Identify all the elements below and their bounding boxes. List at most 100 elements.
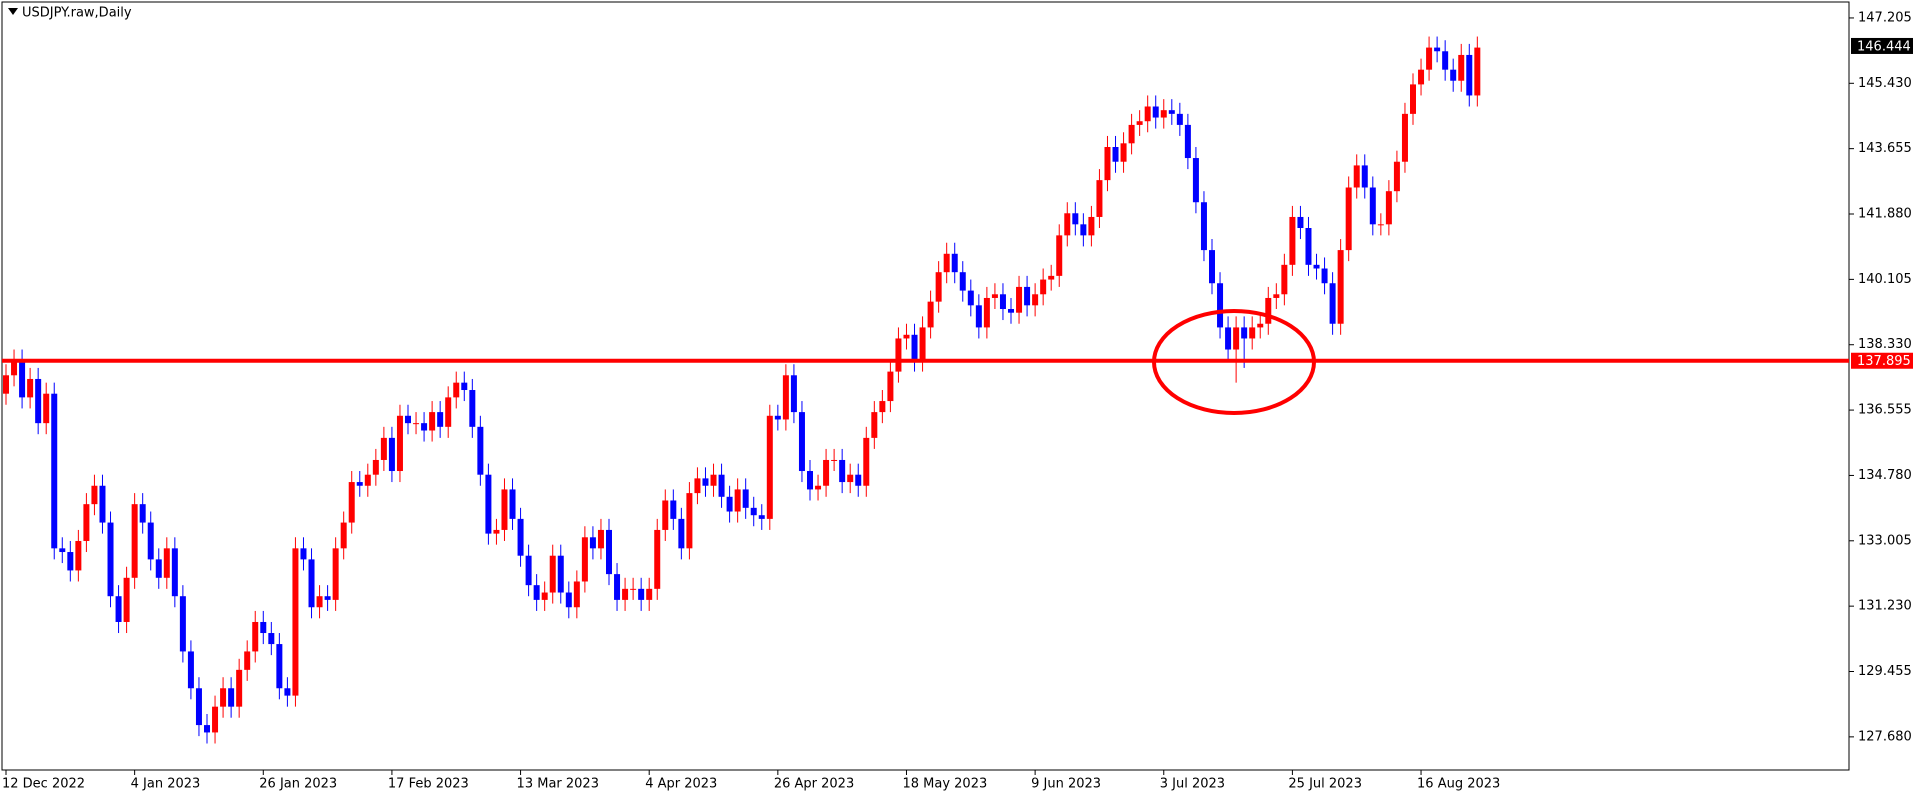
- candle-body: [525, 555, 532, 586]
- y-tick-label: 136.555: [1858, 403, 1912, 418]
- candle-body: [734, 489, 741, 512]
- candle-body: [204, 725, 210, 733]
- candle-body: [742, 489, 749, 508]
- candle-body: [606, 529, 612, 575]
- candle-body: [155, 559, 162, 578]
- candle-body: [774, 415, 781, 420]
- candle-body: [1257, 323, 1264, 328]
- candle-body: [1209, 250, 1215, 284]
- candle-body: [1048, 275, 1055, 280]
- candle-body: [260, 621, 267, 634]
- candle-body: [1064, 213, 1071, 236]
- candle-body: [179, 596, 186, 652]
- candle-body: [3, 375, 9, 394]
- candle-body: [380, 437, 387, 460]
- candle-body: [340, 522, 347, 549]
- candle-body: [1434, 47, 1441, 52]
- candle-body: [67, 552, 74, 571]
- chart-title: USDJPY.raw,Daily: [22, 6, 132, 21]
- candle-body: [11, 360, 18, 376]
- candle-body: [1353, 165, 1360, 188]
- candle-body: [292, 548, 299, 696]
- candle-body: [147, 522, 154, 560]
- candle-body: [252, 621, 259, 652]
- candle-body: [43, 393, 50, 424]
- candle-body: [823, 459, 830, 486]
- candle-body: [308, 559, 315, 608]
- candle-body: [718, 474, 725, 497]
- candle-body: [589, 537, 596, 549]
- candle-body: [1410, 84, 1416, 114]
- candle-body: [1096, 180, 1103, 217]
- candle-body: [855, 474, 862, 486]
- candle-body: [1176, 113, 1183, 125]
- candle-body: [75, 540, 82, 571]
- candle-body: [1016, 286, 1023, 313]
- candle-body: [1450, 69, 1457, 81]
- candle-body: [630, 588, 637, 590]
- candle-body: [1385, 191, 1392, 225]
- level-label: 137.895: [1857, 354, 1911, 369]
- candle-body: [509, 489, 516, 519]
- candle-body: [429, 412, 436, 431]
- y-tick-label: 141.880: [1858, 207, 1912, 222]
- candle-body: [967, 290, 974, 306]
- y-tick-label: 134.780: [1858, 468, 1912, 483]
- candle-body: [1072, 213, 1079, 225]
- candle-body: [477, 426, 484, 475]
- candle-body: [364, 474, 371, 486]
- candle-body: [565, 592, 572, 608]
- candle-body: [726, 496, 733, 512]
- candle-body: [131, 504, 138, 578]
- candle-body: [1466, 54, 1473, 96]
- candle-body: [396, 415, 403, 472]
- x-tick-label: 26 Apr 2023: [774, 777, 854, 792]
- candle-body: [469, 390, 476, 427]
- y-tick-label: 129.455: [1858, 664, 1912, 679]
- candle-body: [1144, 106, 1151, 122]
- candle-body: [1217, 283, 1224, 328]
- candle-body: [646, 588, 653, 600]
- x-tick-label: 25 Jul 2023: [1288, 777, 1362, 792]
- candle-body: [83, 504, 90, 541]
- candle-body: [163, 548, 170, 578]
- candle-body: [1040, 279, 1047, 295]
- candle-body: [1458, 54, 1465, 81]
- candle-body: [517, 518, 524, 556]
- candle-body: [284, 688, 291, 696]
- candle-body: [236, 669, 243, 707]
- candle-body: [1377, 224, 1384, 226]
- candle-body: [1393, 161, 1400, 192]
- candle-body: [421, 423, 428, 431]
- menu-triangle[interactable]: [8, 8, 18, 15]
- candle-body: [1273, 294, 1280, 298]
- x-tick-label: 17 Feb 2023: [388, 777, 469, 792]
- candle-body: [871, 412, 878, 438]
- candle-body: [115, 596, 122, 622]
- candle-body: [766, 415, 773, 519]
- candle-body: [943, 253, 950, 273]
- candle-body: [710, 474, 717, 486]
- candle-body: [1345, 187, 1352, 251]
- candle-body: [662, 500, 669, 530]
- candle-body: [1032, 294, 1039, 306]
- candle-body: [533, 585, 540, 600]
- candle-body: [638, 588, 645, 600]
- candle-body: [99, 485, 106, 523]
- y-tick-label: 127.680: [1858, 729, 1912, 744]
- candle-body: [1080, 224, 1087, 236]
- candle-body: [107, 522, 114, 597]
- y-tick-label: 145.430: [1858, 76, 1912, 91]
- candle-body: [951, 253, 958, 273]
- candle-body: [413, 423, 420, 425]
- candle-body: [372, 459, 379, 475]
- candle-body: [1329, 283, 1336, 324]
- candle-body: [911, 334, 918, 361]
- candle-body: [1426, 47, 1433, 70]
- y-tick-label: 147.205: [1858, 10, 1912, 25]
- candle-body: [316, 596, 323, 608]
- candle-body: [1112, 146, 1119, 162]
- candle-body: [228, 688, 235, 707]
- candle-body: [1168, 110, 1175, 114]
